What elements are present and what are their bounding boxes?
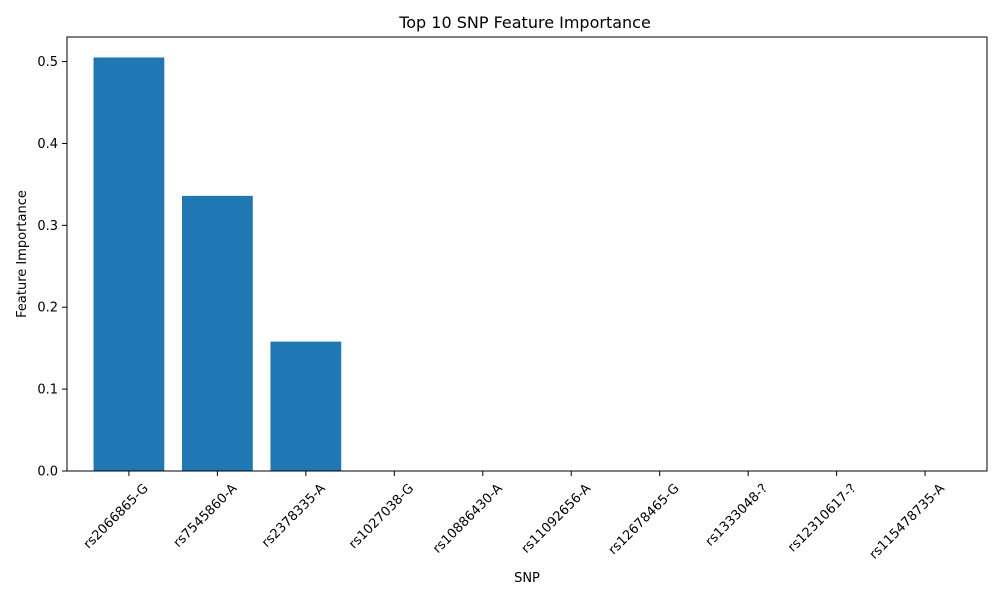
plot-frame: [66, 36, 988, 472]
bars-group: [93, 57, 342, 471]
x-axis-ticks: rs2066865-G rs7545860-A rs2378335-A rs10270…: [81, 471, 948, 562]
bar: [270, 341, 342, 471]
y-axis-label: Feature Importance: [15, 190, 30, 318]
x-tick-label: rs12678465-G: [606, 481, 683, 558]
x-tick-label: rs1027038-G: [346, 481, 417, 552]
x-tick-label: rs2378335-A: [259, 481, 329, 551]
x-tick-label: rs2066865-G: [81, 481, 152, 552]
y-axis-ticks: 0.0 0.1 0.2 0.3 0.4 0.5: [37, 55, 67, 480]
y-tick-label: 0.5: [37, 55, 58, 70]
x-tick-label: rs12310617-?: [785, 481, 859, 555]
y-tick-label: 0.3: [37, 219, 58, 234]
bar: [93, 57, 165, 471]
y-tick-label: 0.4: [37, 137, 58, 152]
x-axis-label: SNP: [514, 571, 540, 586]
chart-title: Top 10 SNP Feature Importance: [398, 13, 651, 32]
x-tick-label: rs10886430-A: [430, 481, 505, 556]
y-tick-label: 0.2: [37, 301, 58, 316]
x-tick-label: rs1333048-?: [703, 481, 771, 549]
bar: [182, 195, 253, 471]
y-tick-label: 0.1: [37, 383, 58, 398]
x-tick-label: rs7545860-A: [171, 481, 241, 551]
x-tick-label: rs115478735-A: [867, 481, 948, 562]
x-tick-label: rs11092656-A: [519, 481, 594, 556]
y-tick-label: 0.0: [37, 465, 58, 480]
